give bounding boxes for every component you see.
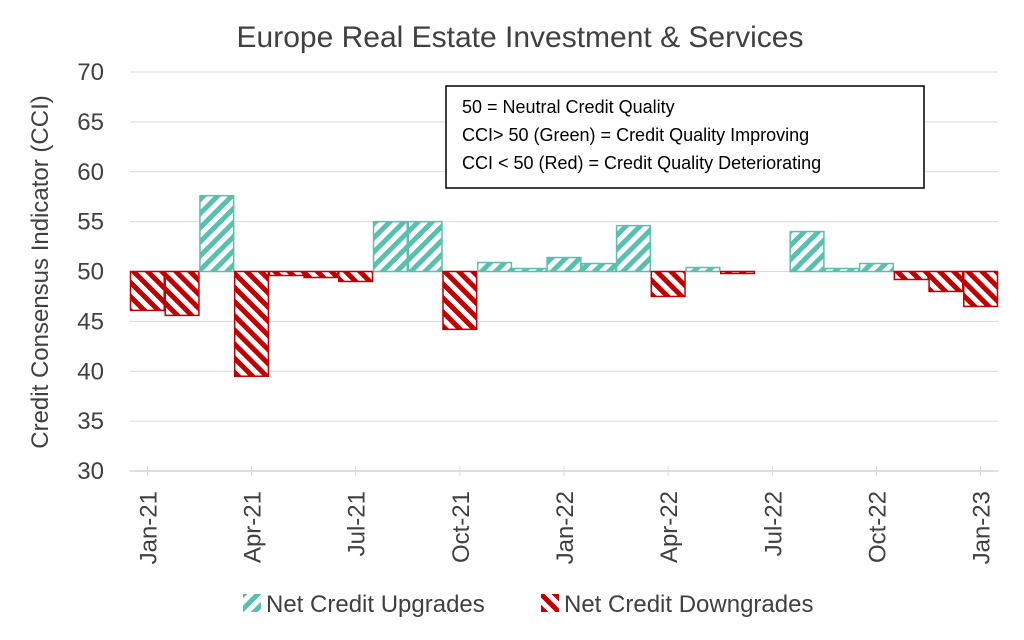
y-tick-label: 70 — [77, 59, 104, 86]
bar-dec-22 — [928, 270, 964, 293]
legend-swatch-downgrades — [541, 594, 559, 612]
x-tick-label-jan-21: Jan-21 — [135, 491, 162, 564]
y-tick-label: 30 — [77, 458, 104, 485]
annotation-line-1: 50 = Neutral Credit Quality — [462, 97, 675, 117]
x-tick-label-jan-23: Jan-23 — [969, 491, 996, 564]
bar-aug-22 — [789, 230, 825, 273]
bar-mar-22 — [615, 224, 652, 273]
bar-mar-21 — [199, 194, 235, 273]
x-tick-label-apr-21: Apr-21 — [240, 491, 267, 563]
chart-title: Europe Real Estate Investment & Services — [237, 21, 804, 54]
legend-swatch-upgrades — [243, 594, 261, 612]
y-tick-label: 65 — [77, 109, 104, 136]
bar-sep-22 — [824, 267, 860, 273]
y-tick-label: 60 — [77, 159, 104, 186]
x-axis-ticks: Jan-21 Apr-21 Jul-21 Oct-21 Jan-22 Apr-22 Jul-… — [135, 491, 995, 564]
bar-jun-21 — [303, 270, 339, 279]
bar-dec-21 — [511, 267, 547, 273]
annotation-box: 50 = Neutral Credit Quality CCI> 50 (Gre… — [445, 85, 925, 189]
bar-jan-23 — [963, 270, 999, 308]
bar-jan-21 — [129, 270, 165, 312]
annotation-line-3: CCI < 50 (Red) = Credit Quality Deterior… — [462, 153, 821, 173]
bar-feb-21 — [164, 270, 200, 317]
legend: Net Credit Upgrades Net Credit Downgrade… — [243, 591, 813, 618]
x-tick-label-jul-22: Jul-22 — [760, 491, 787, 556]
bar-oct-21 — [442, 270, 478, 331]
bar-jun-22 — [719, 270, 756, 275]
x-tick-label-oct-21: Oct-21 — [448, 491, 475, 563]
bars — [129, 194, 999, 377]
bar-jan-22 — [546, 256, 582, 273]
x-tick-label-jan-22: Jan-22 — [552, 491, 579, 564]
legend-label-upgrades: Net Credit Upgrades — [266, 591, 485, 618]
y-tick-label: 45 — [77, 308, 104, 335]
x-tick-label-apr-22: Apr-22 — [656, 491, 683, 563]
annotation-frame — [445, 85, 925, 189]
y-tick-label: 40 — [77, 358, 104, 385]
x-tick-label-oct-22: Oct-22 — [864, 491, 891, 563]
x-tick-label-jul-21: Jul-21 — [344, 491, 371, 556]
legend-label-downgrades: Net Credit Downgrades — [564, 591, 813, 618]
bar-aug-21 — [372, 220, 409, 273]
bar-apr-21 — [233, 270, 270, 377]
y-tick-label: 35 — [77, 408, 104, 435]
bar-nov-21 — [476, 261, 513, 273]
bar-jul-21 — [338, 270, 374, 283]
y-axis-ticks: 30 35 40 45 50 55 60 65 70 — [77, 59, 104, 485]
bar-nov-22 — [893, 270, 929, 281]
bar-may-22 — [685, 266, 721, 273]
y-axis-label: Credit Consensus Indicator (CCI) — [27, 95, 54, 448]
bar-feb-22 — [581, 262, 617, 273]
bar-apr-22 — [650, 270, 686, 298]
y-tick-label: 50 — [77, 259, 104, 286]
y-tick-label: 55 — [77, 209, 104, 236]
bar-oct-22 — [858, 262, 895, 273]
annotation-line-2: CCI> 50 (Green) = Credit Quality Improvi… — [462, 125, 809, 145]
bar-may-21 — [268, 270, 304, 277]
bar-sep-21 — [407, 220, 443, 273]
